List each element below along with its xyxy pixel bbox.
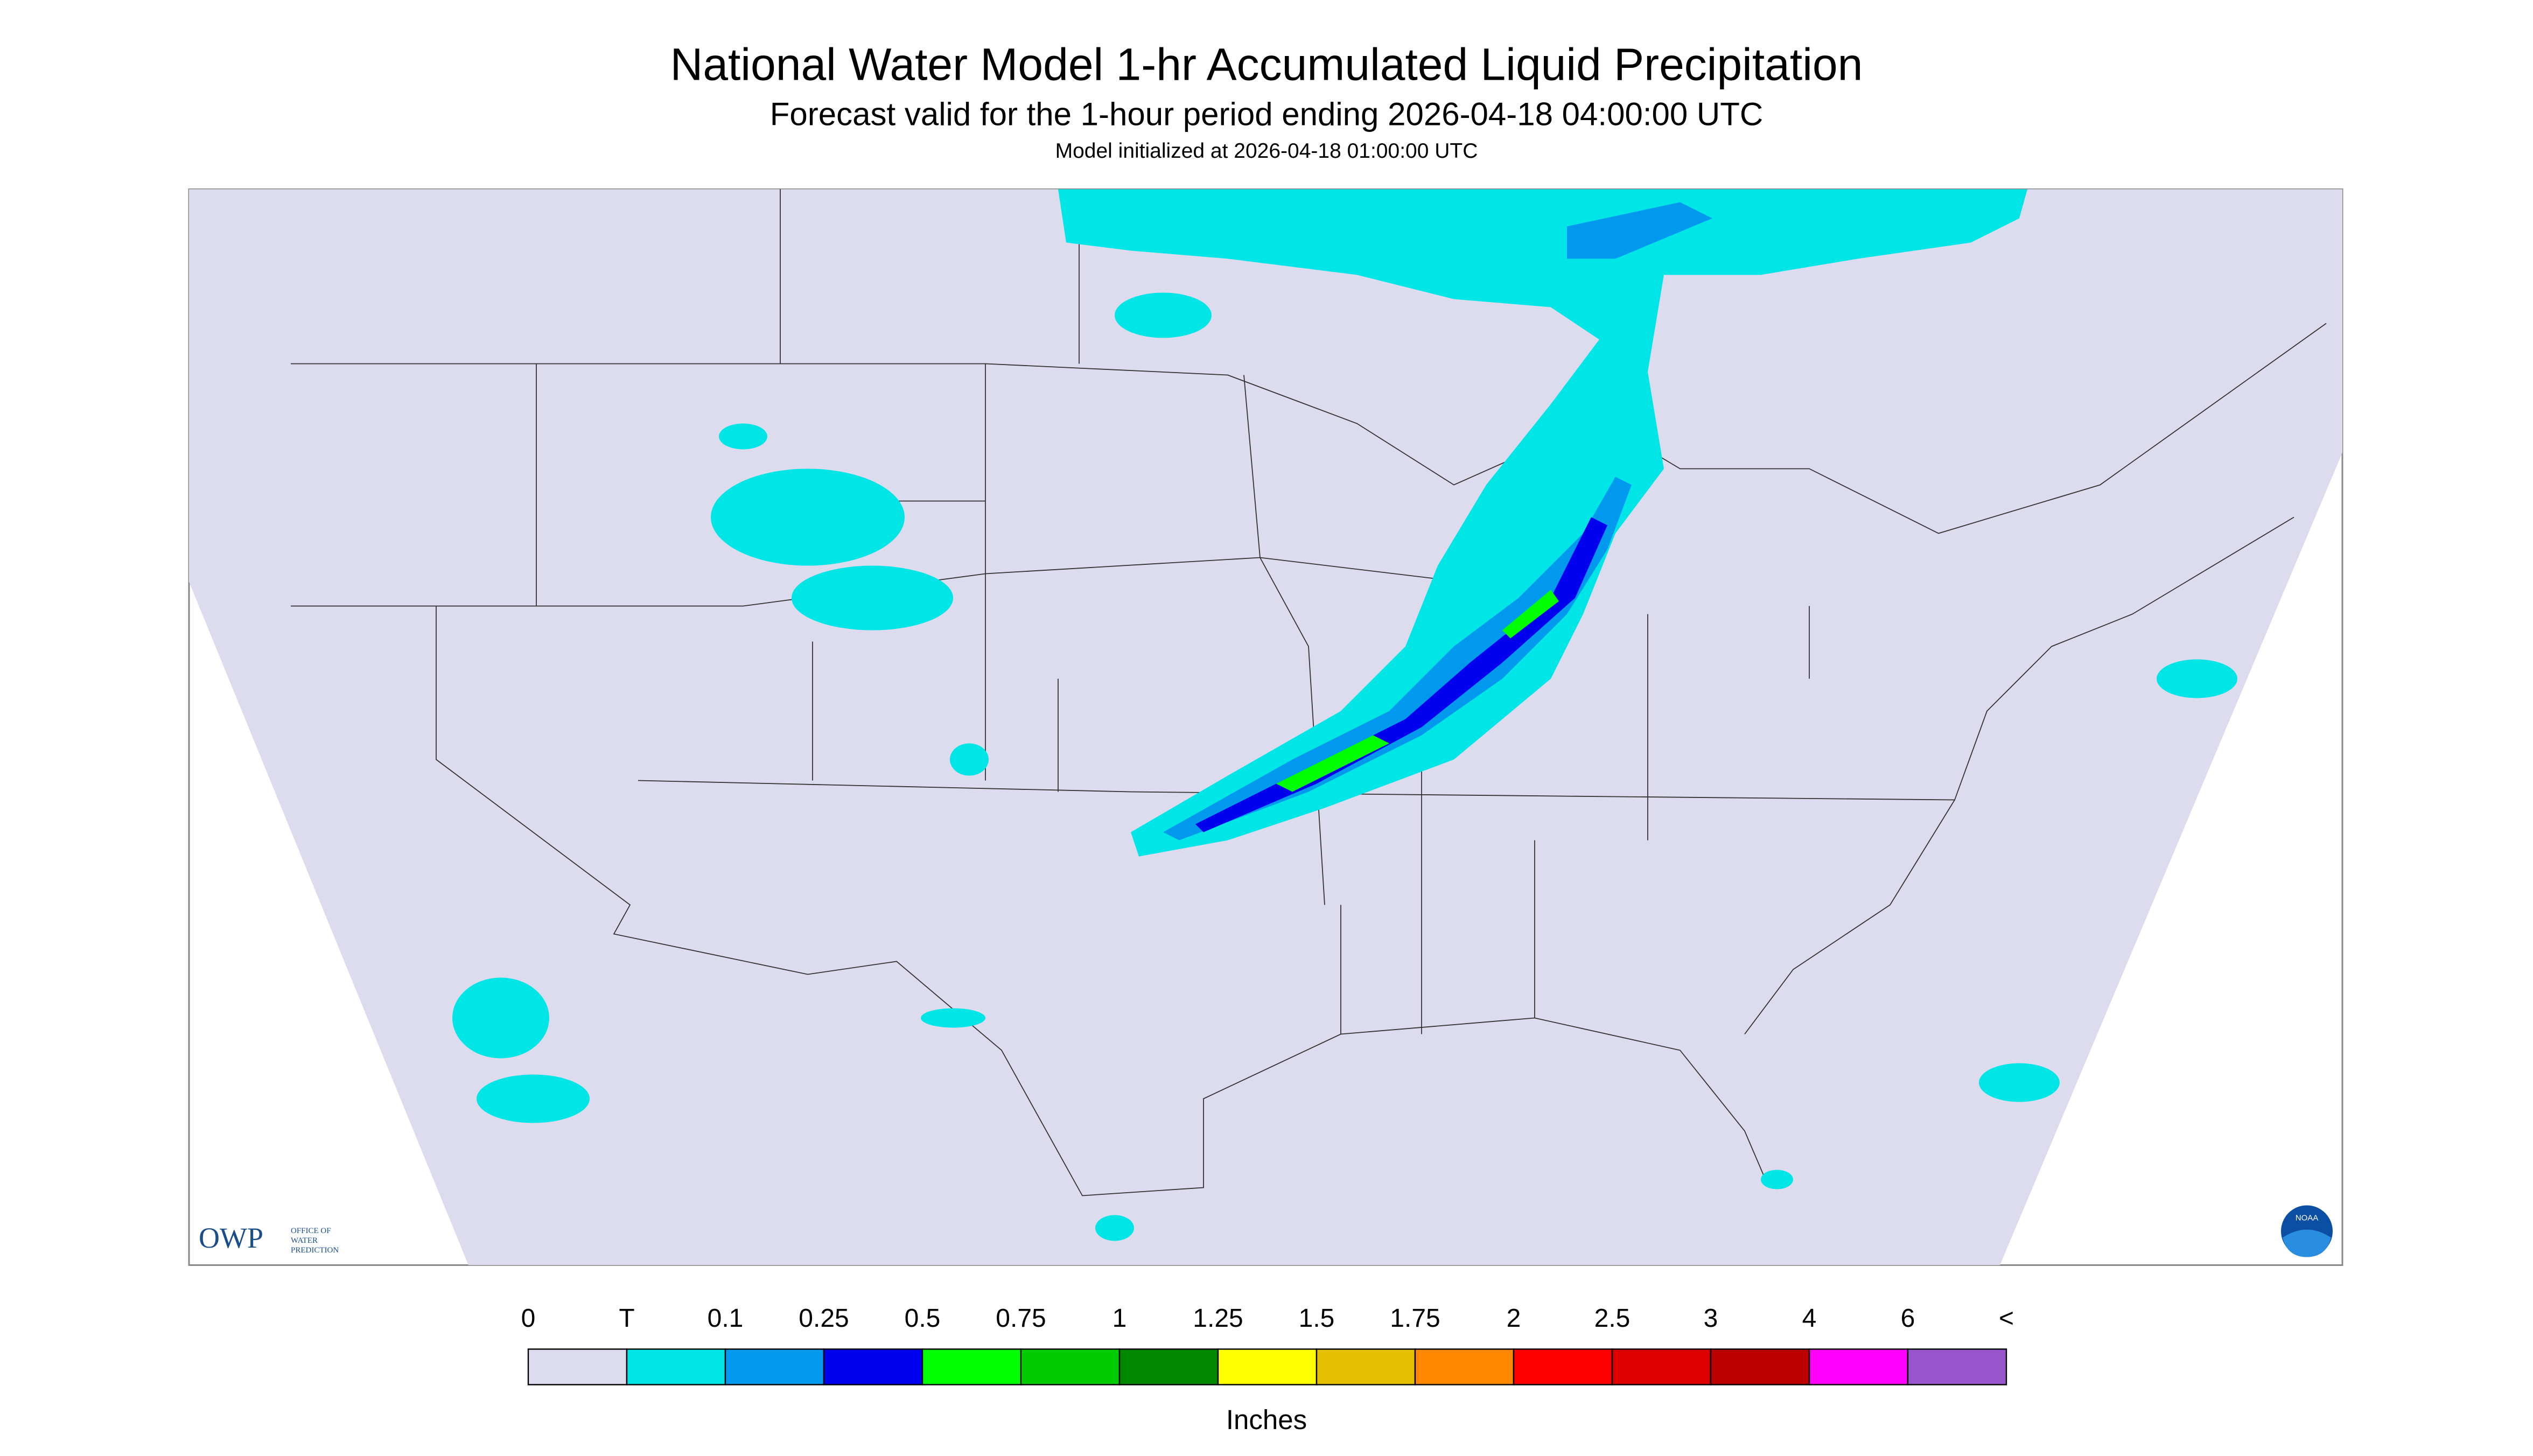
subtitle: Forecast valid for the 1-hour period end… — [770, 96, 1763, 132]
colorbar-swatch — [1808, 1348, 1909, 1385]
precip-north — [1567, 202, 1712, 259]
colorbar-swatch — [527, 1348, 628, 1385]
colorbar-swatch — [626, 1348, 726, 1385]
colorbar: 0 T 0.1 0.25 0.5 0.75 1 1.25 1.5 1.75 2 2.5 3 4 6 < — [521, 1304, 2014, 1385]
colorbar-swatch — [921, 1348, 1022, 1385]
logo-line: PREDICTION — [291, 1246, 339, 1255]
precip-very-heavy — [1276, 590, 1559, 792]
colorbar-label: 6 — [1901, 1304, 1915, 1333]
noaa-label: NOAA — [2296, 1213, 2319, 1222]
noaa-wave — [2283, 1229, 2331, 1257]
precip-scattered — [452, 292, 2237, 1241]
colorbar-label: 0.1 — [708, 1304, 744, 1333]
colorbar-swatch — [1710, 1348, 1810, 1385]
colorbar-swatch — [1414, 1348, 1515, 1385]
colorbar-swatch — [1020, 1348, 1121, 1385]
colorbar-label: 2 — [1507, 1304, 1521, 1333]
colorbar-swatch — [1907, 1348, 2007, 1385]
colorbar-label: 1 — [1112, 1304, 1127, 1333]
colorbar-label: 0.5 — [905, 1304, 941, 1333]
precip-light — [1058, 189, 2027, 857]
map: OWP OFFICE OF WATER PREDICTION NOAA — [188, 188, 2343, 1266]
precipitation — [452, 189, 2237, 1241]
colorbar-swatch — [1217, 1348, 1318, 1385]
colorbar-label: 0.25 — [799, 1304, 849, 1333]
colorbar-swatch — [1118, 1348, 1219, 1385]
colorbar-label: 0.75 — [996, 1304, 1046, 1333]
logo-owp: OWP — [199, 1222, 263, 1254]
colorbar-label: 4 — [1802, 1304, 1817, 1333]
init-note: Model initialized at 2026-04-18 01:00:00… — [1055, 139, 1478, 163]
colorbar-swatch — [724, 1348, 825, 1385]
colorbar-label: < — [1999, 1304, 2014, 1333]
colorbar-label: 1.5 — [1299, 1304, 1335, 1333]
logo-line: OFFICE OF — [291, 1227, 331, 1235]
colorbar-label: 1.75 — [1390, 1304, 1440, 1333]
map-domain — [189, 189, 2342, 1265]
colorbar-label: T — [619, 1304, 634, 1333]
borders — [291, 189, 2327, 1196]
colorbar-label: 0 — [521, 1304, 536, 1333]
colorbar-swatch — [823, 1348, 923, 1385]
colorbar-label: 2.5 — [1594, 1304, 1631, 1333]
title: National Water Model 1-hr Accumulated Li… — [670, 39, 1863, 90]
logo-line: WATER — [291, 1236, 318, 1245]
colorbar-unit: Inches — [1226, 1404, 1307, 1435]
colorbar-label: 1.25 — [1193, 1304, 1243, 1333]
colorbar-swatch — [1611, 1348, 1712, 1385]
colorbar-label: 3 — [1704, 1304, 1718, 1333]
colorbar-swatch — [1513, 1348, 1613, 1385]
colorbar-swatch — [1316, 1348, 1416, 1385]
